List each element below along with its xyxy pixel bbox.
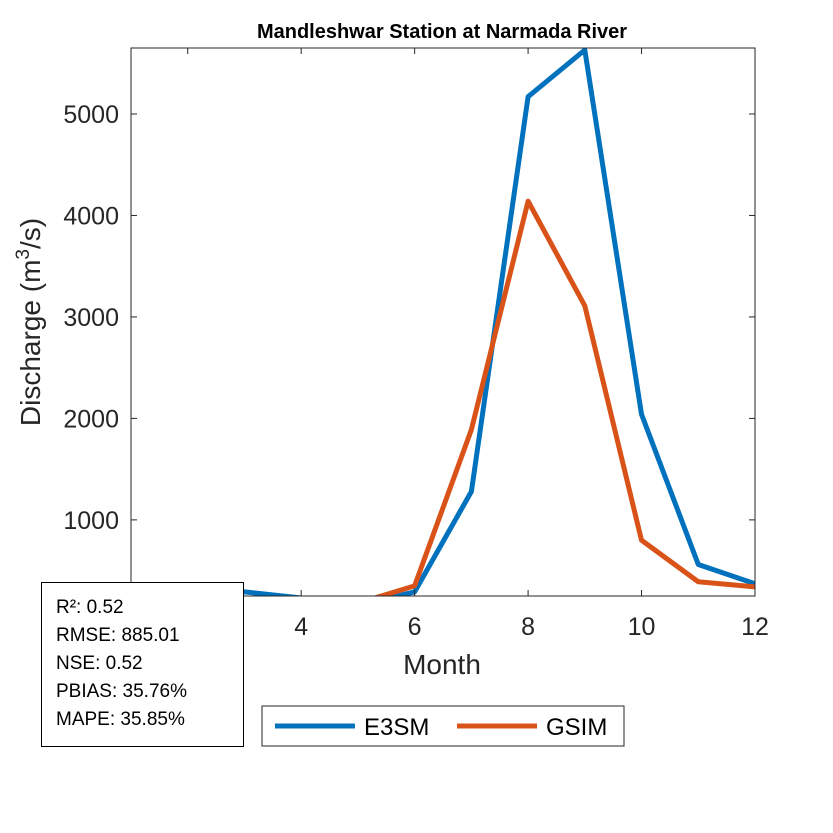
y-tick-label: 3000 [63,304,119,332]
nse-metric: NSE: 0.52 [56,653,143,674]
y-axis-label: Discharge (m3/s) [13,218,46,426]
y-axis-label-superscript: 3 [13,249,34,260]
y-tick-label: 5000 [63,101,119,129]
x-axis-label: Month [403,649,481,680]
axes-box [130,47,756,597]
x-tick-label: 4 [294,613,308,641]
y-axis-label-main: Discharge (m [15,260,46,426]
x-tick-label: 12 [741,613,769,641]
x-tick-label: 10 [628,613,656,641]
rmse-metric: RMSE: 885.01 [56,625,180,646]
chart-title: Mandleshwar Station at Narmada River [257,21,627,43]
legend-label-gsim: GSIM [546,714,607,741]
y-axis-label-unit: /s) [15,218,46,249]
metrics-box: R²: 0.52 RMSE: 885.01 NSE: 0.52 PBIAS: 3… [41,582,244,747]
y-tick-label: 1000 [63,507,119,535]
r2-metric: R²: 0.52 [56,597,124,618]
x-tick-label: 6 [408,613,422,641]
series-line-gsim [131,198,755,596]
ticks-layer: 2468101210002000300040005000 [63,48,769,641]
pbias-metric: PBIAS: 35.76% [56,681,187,702]
x-tick-label: 8 [521,613,535,641]
y-tick-label: 2000 [63,405,119,433]
legend: E3SM GSIM [261,705,625,747]
legend-label-e3sm: E3SM [364,714,429,741]
mape-metric: MAPE: 35.85% [56,709,185,730]
y-tick-label: 4000 [63,202,119,230]
